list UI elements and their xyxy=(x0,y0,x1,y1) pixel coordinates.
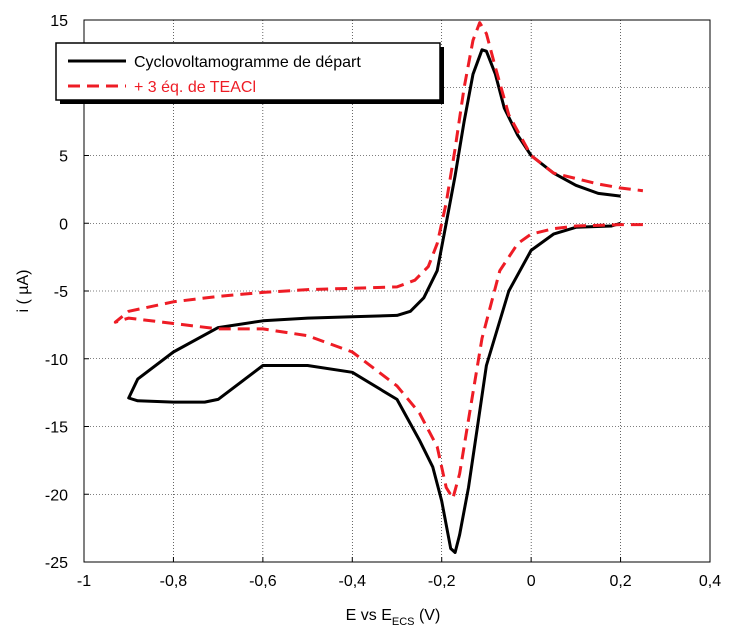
series-layer xyxy=(113,21,644,554)
legend-label-1: Cyclovoltamogramme de départ xyxy=(134,54,361,71)
legend-label-2: + 3 éq. de TEACl xyxy=(134,79,256,96)
y-tick-label: -20 xyxy=(45,487,68,504)
y-tick-label: 15 xyxy=(50,13,68,30)
x-axis-label: E vs EECS (V) xyxy=(346,607,441,628)
legend-box xyxy=(55,42,441,101)
x-axis-label-subscript: ECS xyxy=(392,616,415,628)
x-tick-label: 0,4 xyxy=(699,573,721,590)
y-tick-label: 5 xyxy=(59,149,68,166)
x-tick-label: -0,8 xyxy=(160,573,188,590)
y-tick-label: -15 xyxy=(45,420,68,437)
x-tick-label: -0,6 xyxy=(249,573,277,590)
series-line-1 xyxy=(127,48,622,554)
x-tick-label: -0,2 xyxy=(428,573,456,590)
y-tick-label: 0 xyxy=(59,216,68,233)
y-tick-label: -10 xyxy=(45,352,68,369)
series-line-2 xyxy=(113,21,644,500)
x-tick-label: -0,4 xyxy=(338,573,366,590)
x-axis-label-unit: (V) xyxy=(415,607,441,624)
legend: Cyclovoltamogramme de départ + 3 éq. de T… xyxy=(55,42,444,104)
y-tick-label: -25 xyxy=(45,555,68,572)
y-axis-label: i ( µA) xyxy=(15,270,32,313)
x-tick-label: -1 xyxy=(77,573,91,590)
x-tick-label: 0 xyxy=(527,573,536,590)
x-axis-label-main: E vs E xyxy=(346,607,392,624)
y-tick-label: -5 xyxy=(54,284,68,301)
x-tick-label: 0,2 xyxy=(609,573,631,590)
